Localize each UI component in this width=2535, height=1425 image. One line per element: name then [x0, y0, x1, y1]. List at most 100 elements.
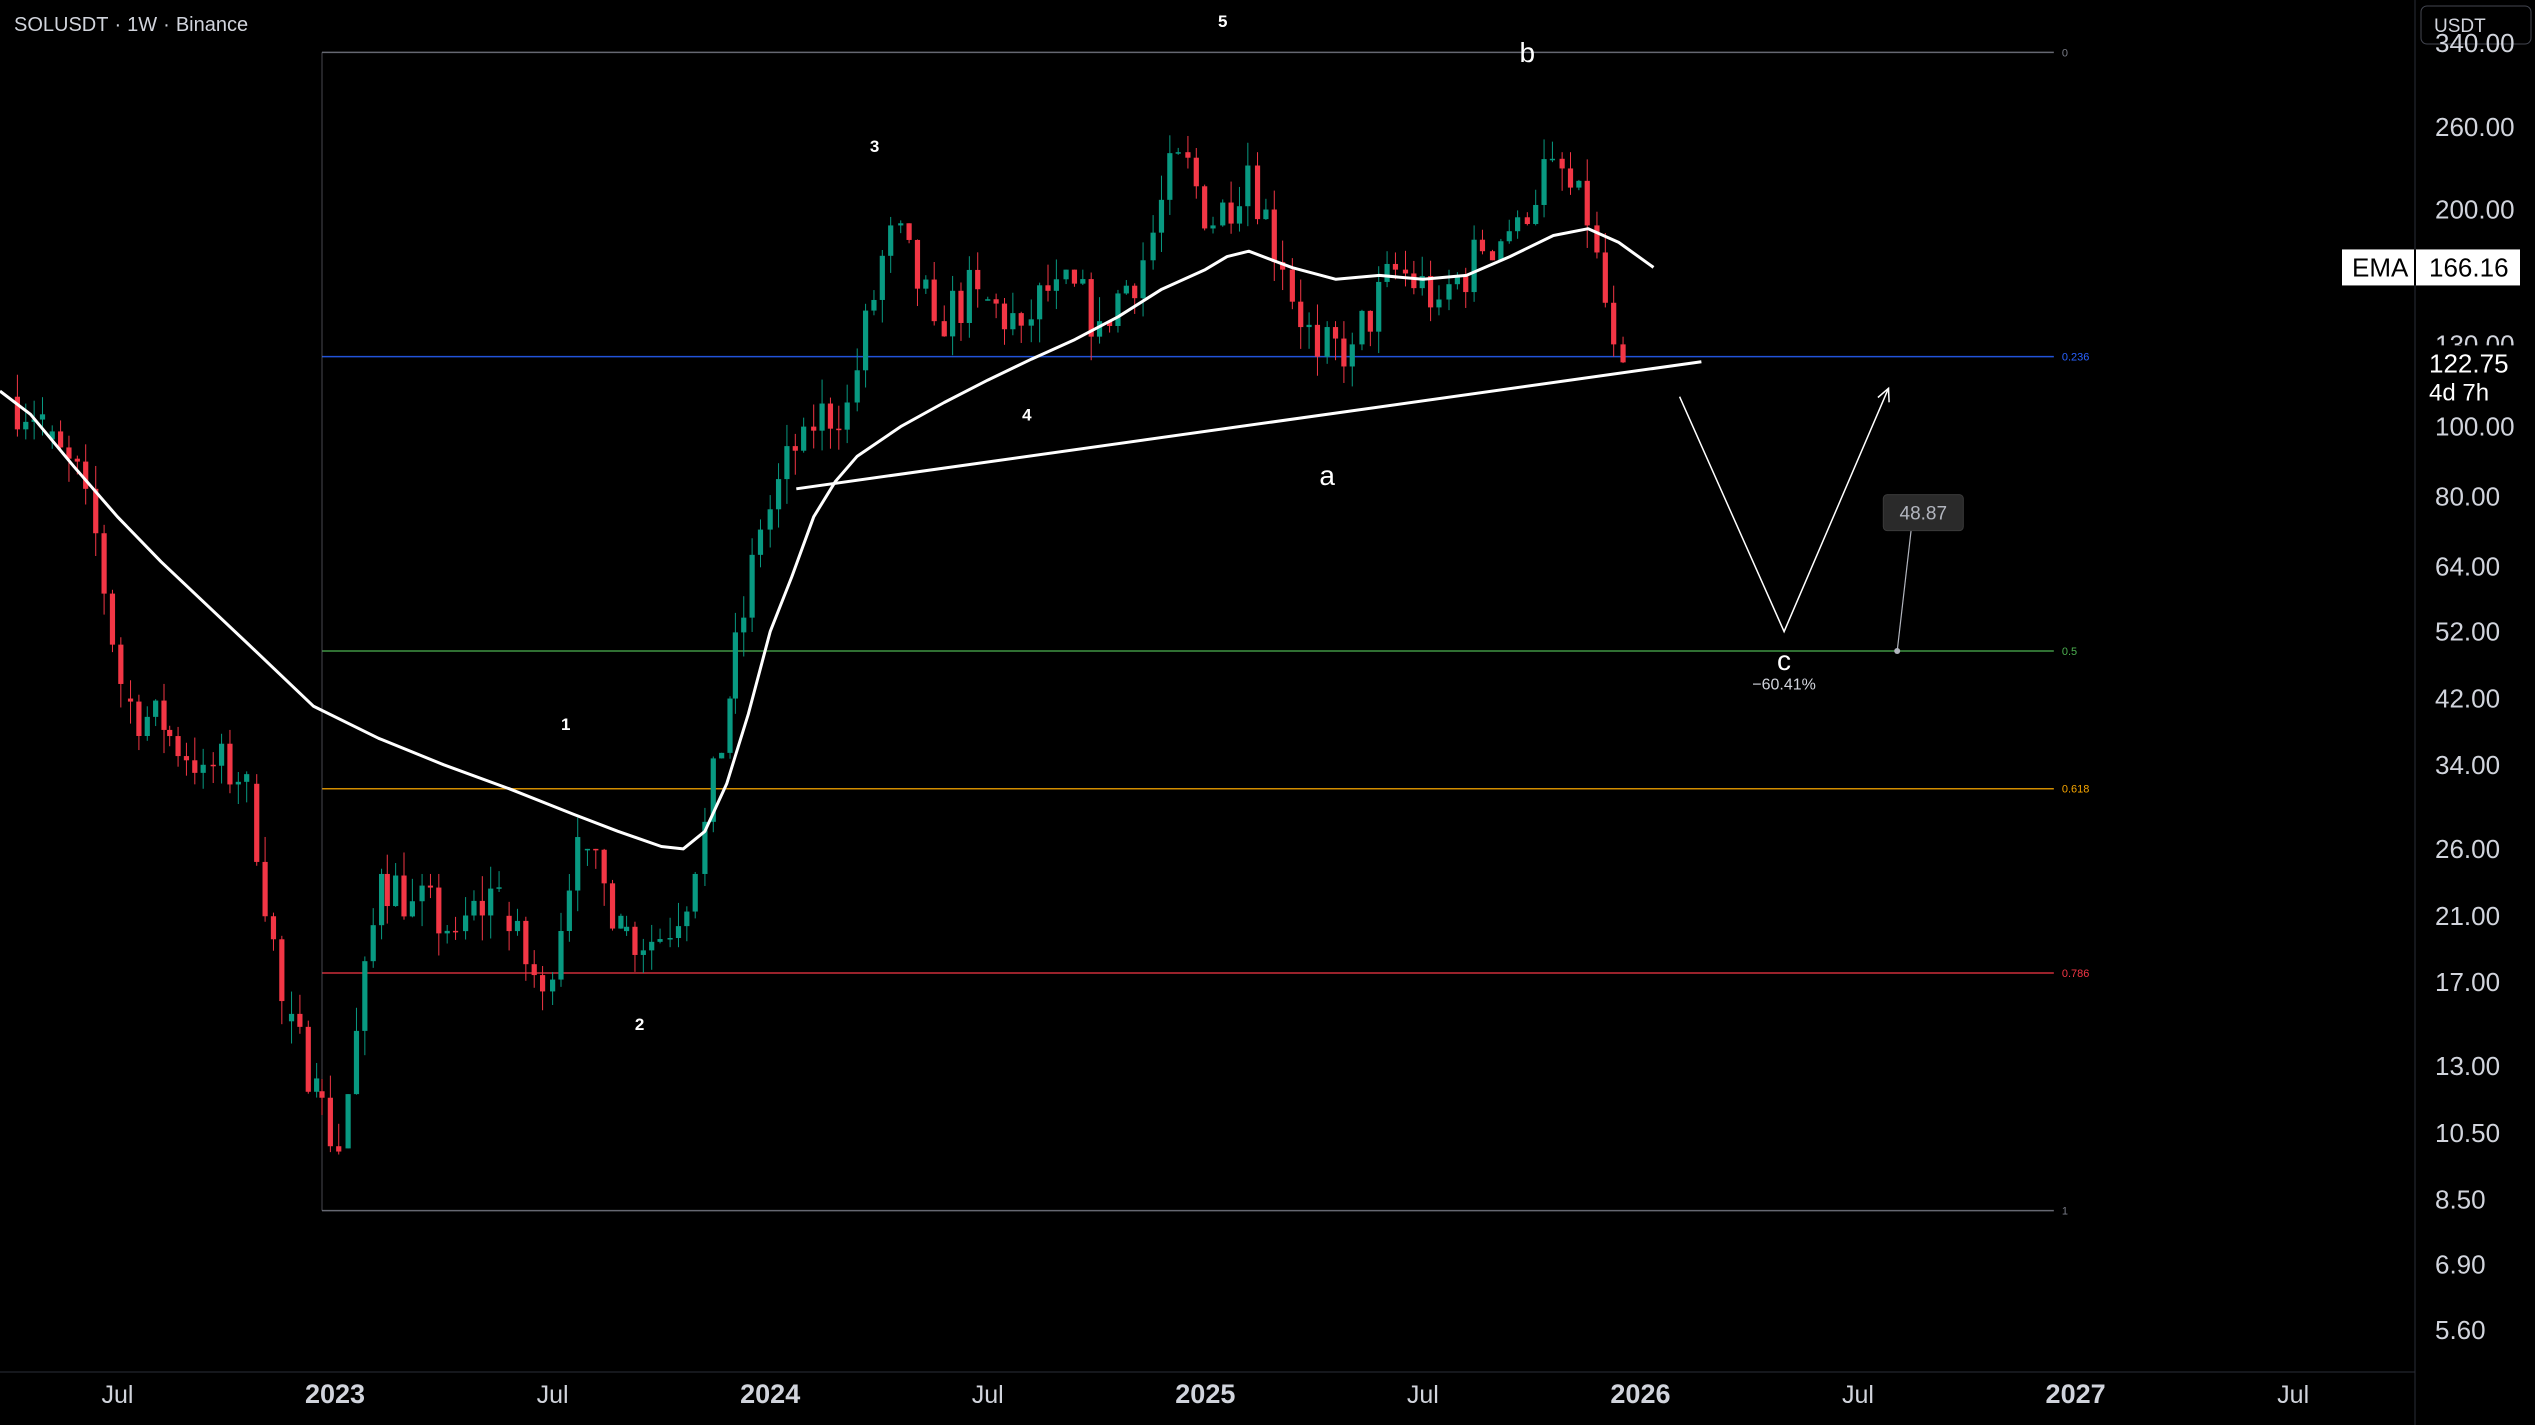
candle-body — [966, 269, 972, 323]
candle-body — [1045, 285, 1051, 291]
candle-body — [1427, 276, 1434, 308]
candle-body — [1088, 279, 1094, 337]
candle-body — [657, 939, 663, 942]
candle-body — [1402, 269, 1409, 274]
candle-body — [305, 1026, 311, 1092]
candle-body — [558, 931, 564, 980]
candle-body — [144, 716, 150, 736]
fib-retracement[interactable]: 0 0.236 0.5 0.618 0.786 1 — [321, 47, 2090, 1218]
wave-label-b: b — [1520, 37, 1536, 68]
callout-box[interactable] — [1882, 494, 1964, 532]
candle-body — [958, 290, 964, 323]
candle-body — [618, 915, 624, 929]
drawings[interactable]: −60.41% 48.87 — [796, 360, 1964, 694]
fib-level-label: 0.618 — [2062, 784, 2090, 796]
candle-body — [632, 926, 638, 955]
candle-body — [1359, 310, 1365, 345]
candle-body — [757, 529, 764, 555]
last-price-text: 122.75 — [2429, 348, 2509, 378]
candle-body — [871, 299, 877, 311]
symbol-label[interactable]: SOLUSDT — [14, 14, 109, 36]
candle-body — [23, 421, 29, 430]
chart-header: SOLUSDT · 1W · Binance — [14, 14, 254, 37]
candle-body — [192, 760, 198, 773]
candle-body — [741, 617, 747, 633]
candle-body — [667, 938, 673, 940]
time-month-label: Jul — [537, 1381, 569, 1409]
callout-leader — [1896, 528, 1912, 652]
callout-anchor-dot — [1894, 648, 1901, 655]
time-month-label: Jul — [2277, 1381, 2309, 1409]
wave-label-a: a — [1319, 460, 1335, 491]
candle-body — [1228, 202, 1234, 224]
candle-body — [210, 764, 216, 767]
exchange-label: Binance — [175, 14, 249, 36]
candle-body — [566, 890, 572, 932]
candle-body — [784, 446, 790, 480]
candle-body — [1576, 180, 1582, 188]
candle-body — [270, 916, 277, 940]
candle-body — [1001, 303, 1008, 330]
candle-body — [931, 279, 937, 322]
candle-body — [353, 1030, 360, 1095]
price-tick-label: 80.00 — [2435, 482, 2500, 512]
candle-body — [101, 533, 107, 594]
candle-body — [336, 1146, 342, 1152]
ema-value-box[interactable] — [2342, 249, 2520, 286]
candle-body — [1436, 299, 1442, 308]
candle-body — [1063, 269, 1069, 280]
projection-path[interactable] — [1678, 388, 1890, 634]
candle-body — [523, 920, 529, 965]
interval-label[interactable]: 1W — [127, 14, 158, 36]
price-axis[interactable]: USDT340.00260.00200.00130.00100.0080.006… — [2342, 0, 2534, 1425]
candle-body — [327, 1097, 333, 1147]
candle-body — [1314, 324, 1321, 357]
candle-body — [153, 700, 159, 717]
candle-body — [675, 926, 682, 939]
candle-body — [488, 888, 494, 916]
candle-body — [584, 848, 591, 851]
fib-level-label: 1 — [2062, 1206, 2068, 1218]
candle-body — [749, 554, 755, 618]
candle-body — [254, 783, 260, 862]
candle-body — [732, 632, 738, 699]
candle-body — [1245, 165, 1251, 207]
candle-body — [362, 961, 368, 1031]
candle-body — [1376, 281, 1382, 332]
time-axis[interactable]: Jul 2023 Jul 2024 Jul 2025 Jul 2026 Jul 2027 Jul — [0, 1371, 2415, 1409]
candle-body — [288, 1013, 295, 1022]
candle-body — [1419, 276, 1425, 289]
price-tick-label: 42.00 — [2435, 684, 2500, 714]
candle-body — [1324, 327, 1330, 357]
candle-body — [1602, 252, 1608, 303]
candle-body — [1498, 241, 1504, 261]
price-tick-label: 260.00 — [2435, 112, 2515, 142]
candle-body — [1506, 231, 1512, 242]
price-tick-label: 6.90 — [2435, 1250, 2486, 1280]
last-price-box — [2416, 345, 2534, 410]
candle-body — [792, 446, 798, 451]
candle-body — [74, 458, 80, 462]
candle-body — [539, 975, 546, 992]
candle-body — [1559, 158, 1565, 169]
candle-body — [1341, 338, 1347, 367]
candle-body — [1018, 313, 1024, 326]
currency-label: USDT — [2434, 16, 2486, 37]
candle-body — [471, 900, 477, 916]
price-tick-label: 26.00 — [2435, 834, 2500, 864]
candle-body — [975, 269, 981, 290]
ema-line — [0, 227, 1655, 851]
candle-body — [1236, 206, 1243, 224]
support-trendline[interactable] — [796, 360, 1702, 491]
candle-body — [923, 279, 929, 289]
candle-body — [531, 964, 537, 976]
currency-box[interactable] — [2420, 5, 2532, 45]
candle-body — [218, 743, 225, 766]
candle-body — [710, 758, 716, 822]
candle-body — [109, 593, 116, 645]
price-tick-label: 5.60 — [2435, 1315, 2486, 1345]
wave-label-4: 4 — [1022, 405, 1032, 424]
candle-body — [1471, 239, 1477, 293]
